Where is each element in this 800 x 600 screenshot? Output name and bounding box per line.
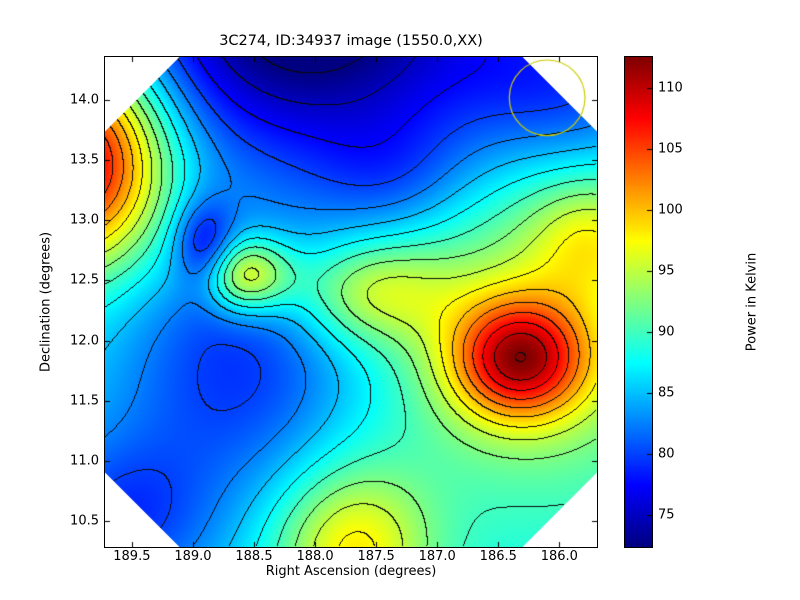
y-tick-label: 11.5 [70, 393, 99, 409]
contour-plot-canvas [104, 56, 598, 548]
x-tick-label: 189.0 [174, 549, 212, 564]
colorbar-label: Power in Kelvin [744, 252, 760, 352]
colorbar-tick-label: 80 [658, 446, 675, 462]
x-tick-label: 188.0 [296, 549, 334, 564]
colorbar-tick-label: 100 [658, 202, 683, 218]
x-tick-label: 188.5 [235, 549, 273, 564]
colorbar-tick-label: 75 [658, 507, 675, 523]
x-tick-label: 187.5 [357, 549, 395, 564]
colorbar-tick-label: 105 [658, 141, 683, 157]
y-tick-label: 12.0 [70, 333, 99, 349]
colorbar-tick-label: 90 [658, 324, 675, 340]
x-tick-label: 186.5 [479, 549, 517, 564]
x-tick-label: 186.0 [540, 549, 578, 564]
y-tick-label: 13.0 [70, 212, 99, 228]
y-tick-label: 10.5 [70, 513, 99, 529]
y-axis-label: Declination (degrees) [38, 231, 54, 373]
y-tick-label: 14.0 [70, 92, 99, 108]
plot-title: 3C274, ID:34937 image (1550.0,XX) [219, 33, 483, 49]
x-tick-label: 187.0 [418, 549, 456, 564]
y-tick-label: 11.0 [70, 453, 99, 469]
x-axis-label: Right Ascension (degrees) [265, 564, 437, 579]
y-tick-label: 12.5 [70, 272, 99, 288]
colorbar-tick-label: 110 [658, 80, 683, 96]
colorbar-tick-label: 85 [658, 385, 675, 401]
x-tick-label: 189.5 [113, 549, 151, 564]
colorbar-canvas [624, 56, 653, 548]
colorbar-tick-label: 95 [658, 263, 675, 279]
y-tick-label: 13.5 [70, 152, 99, 168]
